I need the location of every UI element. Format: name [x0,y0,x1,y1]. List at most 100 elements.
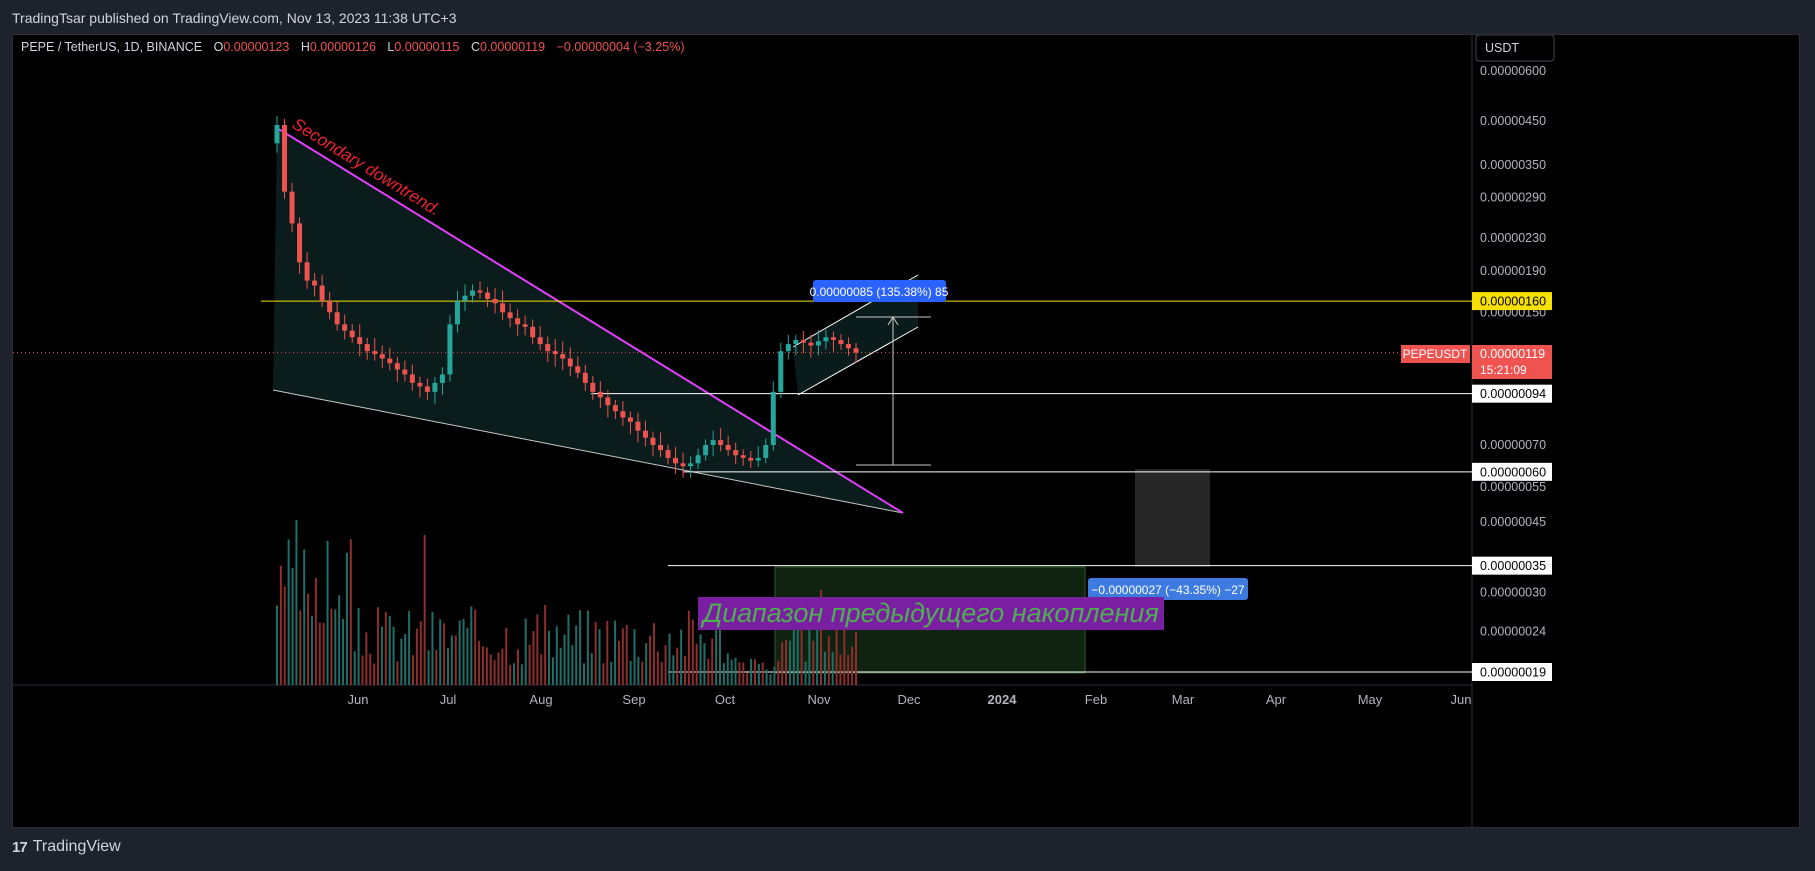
volume-bar [365,632,368,685]
level-price-badge [1472,384,1552,403]
volume-bar [307,593,310,685]
candle-body [282,124,288,192]
time-tick-label: May [1358,692,1383,707]
candle-body [545,344,551,352]
price-tick-label: 0.00000190 [1480,264,1546,278]
candle-body [379,354,385,359]
volume-bar [474,609,477,685]
volume-bar [454,635,457,685]
volume-bar [757,664,760,685]
time-tick-label: Sep [622,692,645,707]
price-tick-label: 0.00000055 [1480,480,1546,494]
volume-bar [684,655,687,685]
volume-bar [804,661,807,685]
candle-body [319,285,325,302]
volume-bar [594,621,597,685]
legend-h-value: 0.00000126 [310,40,376,54]
volume-bar [373,663,376,685]
volume-bar [792,624,795,685]
volume-bar [524,618,527,685]
candle-body [289,191,295,224]
volume-bar [606,621,609,685]
legend-h-label: H [301,40,310,54]
tradingview-brand-text: TradingView [32,838,121,855]
chart-area[interactable]: Secondary downtrend. 0.00000085 (135.38%… [12,34,1800,828]
candle-body [748,457,754,461]
volume-bar [827,636,830,685]
volume-bar [835,622,838,685]
volume-bar [652,623,655,685]
volume-bar [820,590,823,685]
wedge-lower-trendline[interactable] [272,389,904,514]
price-tick-label: 0.00000450 [1480,114,1546,128]
channel-lower-line[interactable] [797,326,919,396]
volume-bar [641,661,644,685]
candle-body [673,457,679,464]
chart-canvas[interactable]: Secondary downtrend. 0.00000085 (135.38%… [13,34,1799,827]
volume-bar [575,625,578,685]
volume-bar [680,629,683,685]
volume-bar [279,565,282,685]
last-price-badge [1472,345,1552,379]
candle-body [740,455,746,458]
volume-bar [520,664,523,685]
volume-bar [291,567,294,685]
volume-bar [649,635,652,685]
candle-body [695,455,701,464]
candle-body [364,344,370,352]
volume-bar [691,619,694,685]
volume-bar [637,656,640,685]
volume-bar [602,663,605,685]
secondary-downtrend-line[interactable] [276,127,904,514]
legend-l-value: 0.00000115 [394,40,459,54]
candle-body [537,337,543,345]
volume-bar [571,645,574,685]
tradingview-footer[interactable]: 17 TradingView [12,838,121,856]
candle-body [357,337,363,345]
volume-bar [431,612,434,685]
candle-body [635,421,641,431]
volume-bar [314,577,317,685]
volume-bar [855,631,857,685]
volume-bar [614,620,617,685]
volume-bar [481,646,484,685]
candle-body [808,342,814,346]
candle-body [522,324,528,327]
candle-body [394,363,400,370]
candle-body [725,444,731,451]
volume-bar [785,639,788,685]
volume-bar [598,629,601,685]
price-scale[interactable]: 0.00000600 0.00000450 0.00000350 0.00000290… [1480,64,1546,638]
volume-bar [703,643,706,685]
volume-bar [303,549,306,685]
projection-box[interactable] [1135,469,1210,567]
volume-bar [489,654,492,685]
volume-bar [788,640,791,685]
volume-bar [349,539,352,685]
candle-body [770,391,776,445]
measure-arrow-head [887,316,899,326]
rising-channel-shape[interactable] [793,275,918,395]
volume-bar [412,655,415,685]
volume-bar [617,640,620,685]
volume-bar [334,609,337,685]
time-scale[interactable]: Jun Jul Aug Sep Oct Nov Dec 2024 Feb Mar Apr May Jun [348,692,1472,707]
currency-button[interactable] [1475,34,1555,62]
volume-bar [843,628,846,685]
volume-bar [423,535,426,685]
volume-bar [396,661,399,685]
volume-bar [276,605,278,685]
time-tick-label: Jun [348,692,369,707]
symbol-badge-text: PEPEUSDT [1403,347,1468,361]
volume-bar [466,627,469,685]
legend-l-label: L [387,40,394,54]
candle-body [778,351,784,392]
candle-body [304,262,310,281]
price-tick-label: 0.00000024 [1480,624,1546,638]
volume-bar [470,606,473,685]
price-tick-label: 0.00000600 [1480,64,1546,78]
volume-bar [726,653,729,685]
candle-body [627,417,633,422]
candle-body [470,290,476,296]
candle-body [560,354,566,359]
